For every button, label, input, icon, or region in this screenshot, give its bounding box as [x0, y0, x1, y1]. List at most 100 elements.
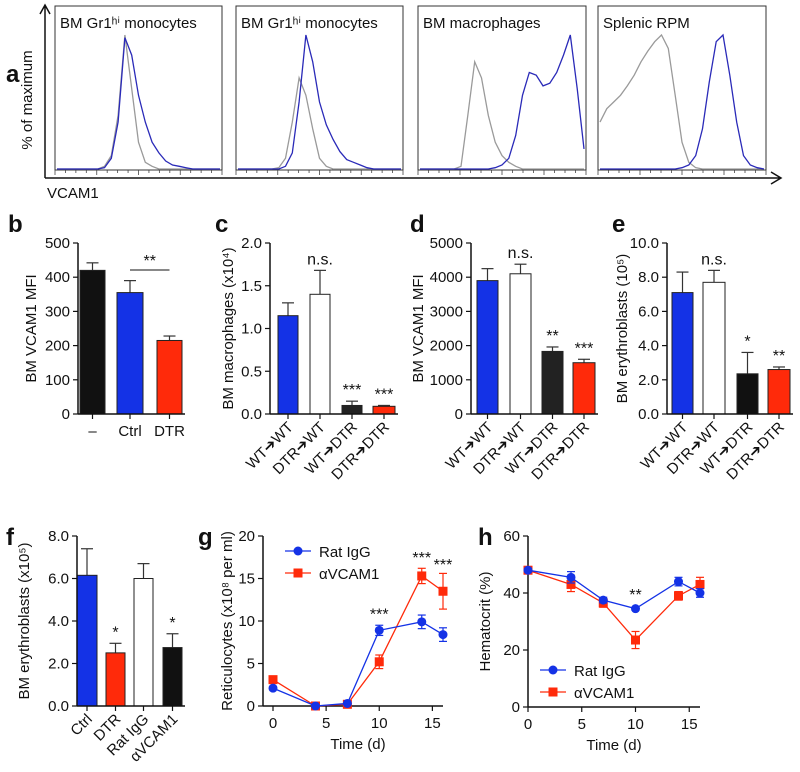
y-axis-title: Hematocrit (%) — [477, 571, 494, 671]
x-axis-title: Time (d) — [330, 736, 385, 753]
data-point-Rat IgG — [674, 577, 683, 587]
data-point-αVCAM1 — [674, 591, 683, 601]
data-point-Rat IgG — [268, 683, 278, 693]
y-tick-label: 20 — [503, 642, 520, 659]
histogram-title: BM Gr1ʰⁱ monocytes — [60, 15, 197, 32]
y-axis-title: BM VCAM1 MFI — [23, 274, 40, 382]
data-point-αVCAM1 — [374, 657, 384, 667]
bar-WT➔WT — [476, 280, 499, 415]
y-tick-label: 0 — [512, 699, 520, 716]
x-axis-title: VCAM1 — [47, 185, 99, 202]
legend-label: Rat IgG — [574, 663, 626, 680]
bar-– — [79, 269, 106, 415]
histogram-title: BM macrophages — [423, 15, 541, 32]
bar-DTR➔DTR — [572, 362, 596, 415]
y-tick-label: 400 — [45, 269, 70, 286]
y-axis-title: % of maximum — [19, 50, 36, 149]
y-axis-arrow — [39, 3, 51, 178]
x-tick-label: 0 — [269, 715, 277, 732]
panel-label-d: d — [410, 211, 425, 238]
y-tick-label: 5000 — [430, 235, 463, 252]
bar-DTR➔DTR — [372, 405, 396, 415]
significance-label: ** — [546, 328, 558, 345]
bar-WT➔WT — [277, 315, 299, 415]
histogram-stained-curve — [420, 34, 585, 170]
y-tick-label: 20 — [238, 528, 255, 545]
x-axis-arrow — [45, 171, 783, 185]
x-axis-title: Time (d) — [586, 737, 641, 754]
legend-label: αVCAM1 — [574, 685, 634, 702]
significance-label: *** — [412, 550, 431, 567]
bar-DTR — [156, 339, 183, 415]
legend-marker — [293, 546, 303, 556]
panel-label-f: f — [6, 524, 15, 551]
data-point-Rat IgG — [374, 625, 384, 635]
bar-Ctrl — [76, 574, 98, 707]
legend-marker — [548, 687, 558, 697]
x-tick-label: – — [88, 423, 97, 440]
x-tick-label: 10 — [627, 716, 644, 733]
significance-label: *** — [343, 382, 362, 399]
data-point-Rat IgG — [631, 604, 640, 614]
data-point-Rat IgG — [566, 572, 576, 582]
histogram-stained-curve — [57, 37, 220, 170]
data-point-Rat IgG — [695, 588, 705, 598]
y-tick-label: 0.5 — [241, 363, 262, 380]
significance-label: ** — [629, 587, 641, 604]
data-point-Rat IgG — [311, 701, 320, 711]
data-point-αVCAM1 — [566, 579, 576, 589]
series-line-Rat IgG — [527, 569, 701, 610]
series-line-αVCAM1 — [272, 574, 444, 707]
legend-marker — [548, 665, 558, 675]
x-tick-label: Ctrl — [67, 711, 96, 740]
data-point-αVCAM1 — [438, 586, 448, 596]
bar-DTR➔WT — [702, 281, 726, 415]
bar-αVCAM1 — [162, 647, 183, 707]
legend-marker — [293, 568, 303, 578]
y-tick-label: 0 — [62, 406, 70, 423]
bar-WT➔DTR — [541, 350, 564, 415]
panel-label-c: c — [215, 211, 228, 238]
histogram-stained-curve — [600, 33, 765, 170]
significance-label: * — [112, 624, 118, 641]
x-tick-label: Ctrl — [118, 423, 141, 440]
y-tick-label: 0.0 — [241, 406, 262, 423]
y-tick-label: 10.0 — [630, 235, 659, 252]
y-tick-label: 1000 — [430, 372, 463, 389]
data-point-Rat IgG — [438, 630, 448, 640]
x-tick-label: 15 — [681, 716, 698, 733]
histogram-title: BM Gr1ʰⁱ monocytes — [241, 15, 378, 32]
significance-label: ** — [144, 253, 156, 270]
x-tick-label: 0 — [524, 716, 532, 733]
data-point-Rat IgG — [598, 595, 608, 605]
y-tick-label: 8.0 — [638, 269, 659, 286]
bar-Rat IgG — [133, 578, 154, 707]
y-tick-label: 0 — [247, 698, 255, 715]
x-tick-label: 10 — [371, 715, 388, 732]
x-tick-label: 5 — [322, 715, 330, 732]
y-tick-label: 4.0 — [48, 613, 69, 630]
panel-label-a: a — [6, 61, 20, 88]
data-point-αVCAM1 — [268, 675, 278, 685]
y-tick-label: 1.0 — [241, 321, 262, 338]
y-axis-title: BM erythroblasts (10⁵) — [614, 254, 631, 404]
significance-label: *** — [375, 386, 394, 403]
x-tick-label: 15 — [424, 715, 441, 732]
y-tick-label: 2.0 — [638, 372, 659, 389]
y-tick-label: 3000 — [430, 303, 463, 320]
panel-label-e: e — [612, 211, 625, 238]
significance-label: n.s. — [701, 251, 727, 268]
data-point-Rat IgG — [417, 617, 427, 627]
y-tick-label: 0.0 — [638, 406, 659, 423]
panel-label-h: h — [478, 524, 493, 551]
histogram-box — [417, 5, 587, 171]
histogram-title: Splenic RPM — [603, 15, 690, 32]
y-tick-label: 10 — [238, 613, 255, 630]
x-tick-label: 5 — [578, 716, 586, 733]
data-point-Rat IgG — [342, 698, 352, 708]
y-tick-label: 500 — [45, 235, 70, 252]
significance-label: *** — [370, 606, 389, 623]
data-point-αVCAM1 — [417, 571, 427, 581]
y-tick-label: 4.0 — [638, 338, 659, 355]
